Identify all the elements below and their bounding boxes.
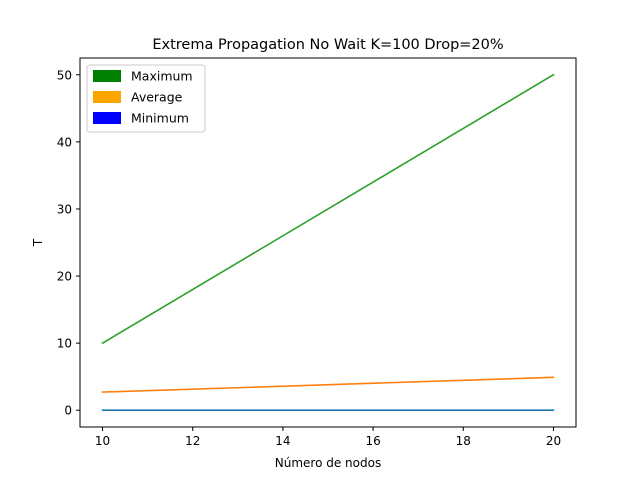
y-tick-label: 30	[57, 202, 72, 216]
x-tick-label: 14	[275, 434, 290, 448]
x-axis-label: Número de nodos	[275, 456, 381, 470]
y-axis: 0 10 20 30 40 50	[57, 68, 80, 418]
series-lines	[101, 73, 555, 412]
series-line-0	[101, 73, 555, 345]
x-tick-label: 18	[456, 434, 471, 448]
x-tick-label: 10	[95, 434, 110, 448]
y-axis-label: T	[31, 238, 45, 247]
y-tick-label: 40	[57, 135, 72, 149]
plot-frame	[79, 57, 577, 428]
legend: Maximum Average Minimum	[86, 64, 206, 133]
legend-swatch-maximum	[93, 70, 121, 82]
y-tick-label: 10	[57, 337, 72, 351]
legend-label-average: Average	[131, 90, 183, 105]
series-line-1	[101, 376, 555, 393]
x-tick-label: 20	[546, 434, 561, 448]
y-tick-label: 50	[57, 68, 72, 82]
y-tick-label: 0	[64, 404, 72, 418]
x-tick-label: 16	[365, 434, 380, 448]
legend-swatch-minimum	[93, 112, 121, 124]
legend-label-minimum: Minimum	[131, 111, 189, 126]
y-tick-label: 20	[57, 270, 72, 284]
x-axis: 10 12 14 16 18 20	[95, 427, 561, 448]
x-tick-label: 12	[185, 434, 200, 448]
chart-title: Extrema Propagation No Wait K=100 Drop=2…	[152, 37, 503, 53]
legend-swatch-average	[93, 91, 121, 103]
legend-label-maximum: Maximum	[131, 69, 193, 84]
